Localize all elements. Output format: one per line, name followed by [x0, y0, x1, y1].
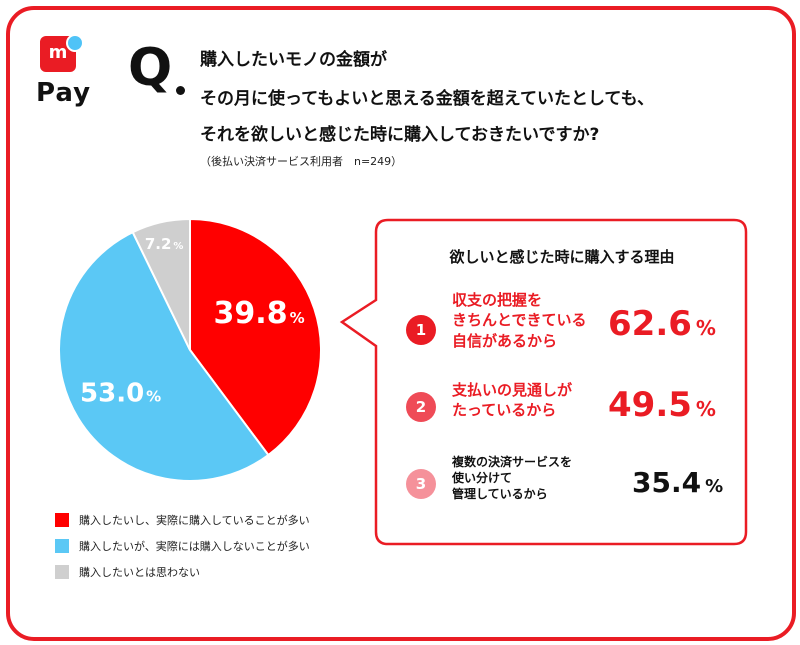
reason-value-unit: % — [695, 397, 716, 421]
pie-slice — [189, 217, 322, 457]
rank-badge: 1 — [406, 315, 436, 345]
legend-label: 購入したいし、実際に購入していることが多い — [79, 514, 310, 527]
reason-line: 自信があるから — [452, 331, 558, 350]
sample-note: （後払い決済サービス利用者 n=249） — [200, 155, 403, 168]
legend-swatch — [55, 565, 69, 579]
logo-mark: m — [48, 42, 68, 63]
rank-badge: 2 — [406, 392, 436, 422]
reason-line: 収支の把握を — [452, 291, 543, 309]
question-dot-icon — [176, 86, 185, 95]
reason-text: 複数の決済サービスを 使い分けて 管理しているから — [452, 454, 572, 503]
reason-text: 収支の把握を きちんとできている 自信があるから — [452, 290, 587, 351]
reason-line: 支払いの見通しが — [452, 381, 573, 399]
reason-line: 使い分けて — [452, 471, 513, 486]
reason-line: きちんとできている — [452, 311, 587, 330]
question-line-1: 購入したいモノの金額が — [200, 50, 387, 70]
question-line-2: その月に使ってもよいと思える金額を超えていたとしても、 — [200, 89, 655, 109]
reason-text: 支払いの見通しが たっているから — [452, 380, 572, 421]
legend-label: 購入したいとは思わない — [79, 566, 200, 579]
logo-text: Pay — [36, 78, 92, 108]
reason-value-number: 35.4 — [632, 466, 702, 499]
callout-bubble — [339, 218, 748, 546]
pie-slice — [131, 217, 191, 351]
logo-dot-icon — [66, 34, 84, 52]
reasons-title: 欲しいと感じた時に購入する理由 — [449, 248, 675, 266]
reason-value: 62.6% — [608, 304, 716, 344]
reason-line: 複数の決済サービスを — [452, 455, 573, 469]
legend-swatch — [55, 513, 69, 527]
pie-value-label: 53.0% — [80, 378, 161, 408]
reason-value: 49.5% — [608, 385, 716, 425]
reason-line: たっているから — [452, 401, 557, 420]
legend-swatch — [55, 539, 69, 553]
pie-slice — [58, 230, 270, 482]
question-line-3: それを欲しいと感じた時に購入しておきたいですか? — [200, 125, 600, 145]
reason-value-number: 62.6 — [608, 304, 692, 344]
reason-line: 管理しているから — [452, 487, 548, 502]
rank-badge: 3 — [406, 469, 436, 499]
pie-value-label: 39.8% — [214, 296, 305, 331]
reason-value: 35.4% — [632, 466, 723, 499]
reason-value-unit: % — [705, 476, 724, 497]
question-mark: Q — [128, 38, 173, 98]
reason-value-number: 49.5 — [608, 385, 692, 425]
pie-value-label: 7.2% — [145, 235, 184, 253]
legend-label: 購入したいが、実際には購入しないことが多い — [79, 540, 310, 553]
reason-value-unit: % — [695, 316, 716, 340]
